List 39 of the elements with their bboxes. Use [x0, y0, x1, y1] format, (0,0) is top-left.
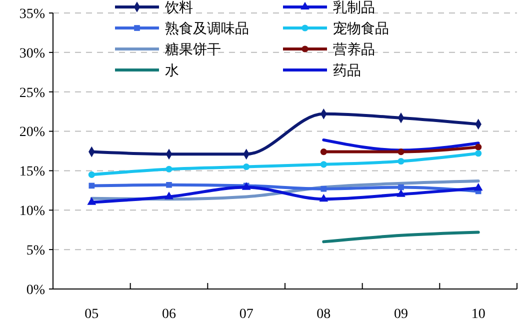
y-tick-label: 35% — [19, 6, 46, 22]
point — [475, 150, 482, 157]
point — [166, 166, 172, 172]
x-tick-label: 10 — [471, 307, 486, 322]
y-tick-label: 0% — [26, 282, 46, 298]
legend-label: 饮料 — [164, 0, 193, 16]
point — [320, 186, 327, 192]
point — [320, 148, 327, 156]
y-tick-label: 15% — [19, 164, 46, 180]
legend-label: 药品 — [333, 62, 361, 79]
y-tick-label: 5% — [26, 243, 46, 258]
point — [475, 144, 482, 150]
point — [396, 189, 406, 197]
legend-label: 营养品 — [333, 42, 375, 58]
legend-label: 水 — [165, 62, 179, 79]
legend-label: 宠物食品 — [333, 20, 389, 37]
y-tick-label: 20% — [19, 125, 46, 140]
x-tick-label: 05 — [84, 307, 99, 322]
point — [88, 171, 95, 178]
point — [243, 163, 250, 170]
legend-label: 熟食及调味品 — [165, 20, 249, 37]
point — [87, 197, 96, 205]
point — [474, 182, 483, 191]
point — [398, 184, 404, 190]
y-tick-label: 30% — [19, 46, 46, 62]
y-tick-label: 10% — [19, 204, 46, 220]
legend-label: 乳制品 — [333, 0, 375, 16]
legend-label: 糖果饼干 — [165, 42, 221, 58]
point — [164, 192, 174, 200]
point — [319, 194, 328, 202]
x-tick-label: 08 — [316, 307, 331, 322]
point — [398, 158, 404, 165]
x-tick-label: 09 — [394, 307, 408, 322]
point — [166, 182, 172, 188]
x-tick-label: 06 — [162, 307, 176, 322]
point — [320, 161, 327, 168]
y-tick-label: 25% — [19, 86, 46, 101]
point — [398, 148, 404, 156]
x-tick-label: 07 — [239, 307, 254, 322]
